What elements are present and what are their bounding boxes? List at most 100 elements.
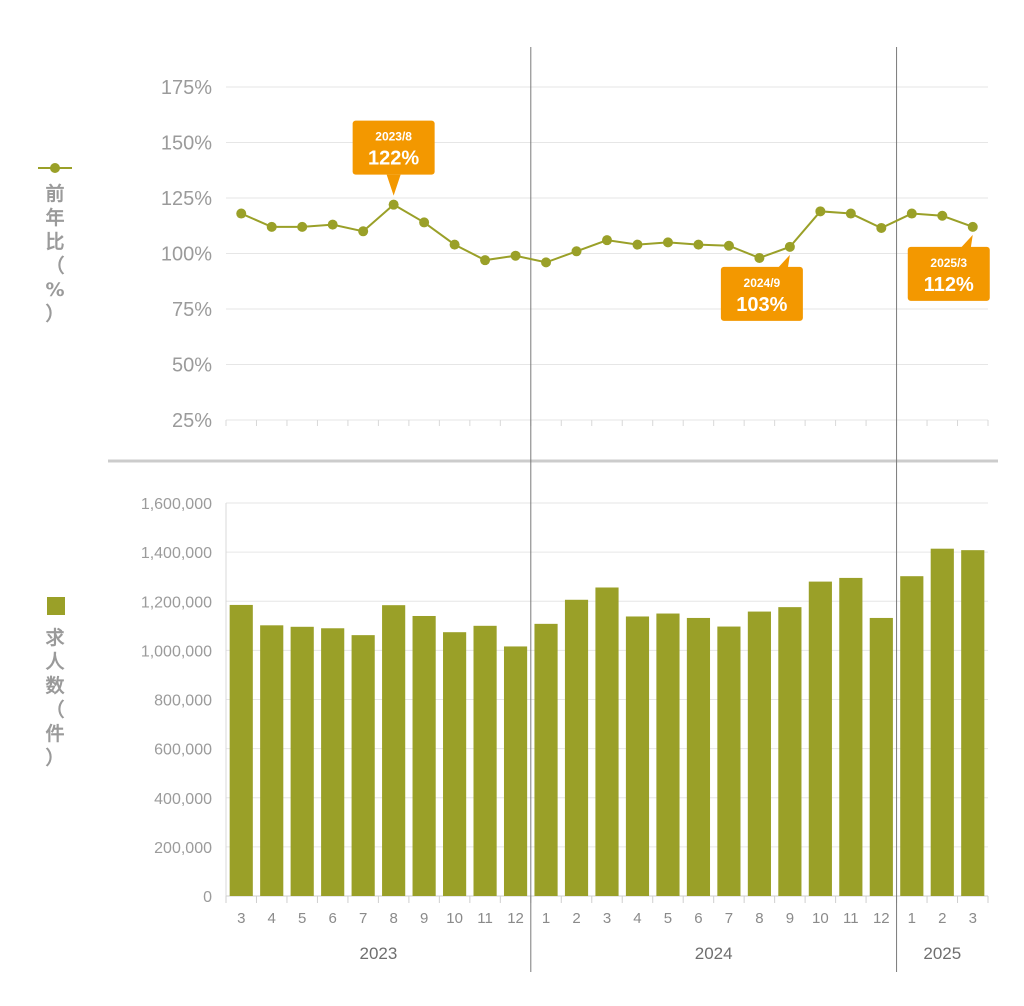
axis-title-char: 人: [45, 651, 65, 673]
month-tick-label: 1: [908, 910, 916, 927]
axis-title-char: ）: [45, 302, 64, 325]
callout-date: 2024/9: [744, 276, 781, 290]
axis-title-char: 数: [45, 674, 65, 697]
bar: [412, 615, 436, 896]
bar: [290, 626, 314, 896]
year-labels: 2023 2024 2025: [359, 944, 961, 963]
bar-legend: 求人数（件）: [45, 597, 65, 769]
month-tick-label: 10: [446, 910, 463, 927]
bar-chart-x-axis: 3 4 5 6 7 8 9 10 11 12 1 2 3 4 5 6 7 8 9 10 11 12 1 2 3: [225, 896, 989, 927]
callout-box: [720, 266, 803, 321]
line-point: [236, 208, 247, 219]
line-point: [358, 226, 369, 237]
bar: [382, 605, 406, 896]
month-tick-label: 9: [420, 910, 428, 927]
line-point: [602, 235, 612, 246]
line-point: [662, 237, 673, 248]
month-tick-label: 11: [477, 910, 493, 927]
line-point: [266, 221, 277, 232]
callout-box: [907, 246, 990, 301]
bar-y-tick-label: 1,600,000: [141, 496, 212, 513]
month-tick-label: 12: [507, 910, 524, 927]
line-y-tick-label: 150%: [161, 133, 212, 155]
line-point: [693, 239, 704, 250]
bar: [778, 607, 802, 896]
month-tick-label: 2: [938, 910, 946, 927]
line-point: [571, 246, 582, 257]
month-tick-label: 7: [725, 910, 733, 927]
callout-pointer: [386, 174, 401, 196]
bar: [443, 632, 467, 896]
bar: [321, 628, 345, 896]
bar: [473, 625, 497, 896]
line-point: [327, 219, 338, 230]
bar: [717, 626, 741, 896]
callout: 2024/9 103%: [720, 254, 803, 321]
month-tick-label: 7: [359, 910, 367, 927]
month-tick-label: 2: [572, 910, 580, 927]
month-tick-label: 3: [237, 910, 245, 927]
month-tick-label: 8: [755, 910, 763, 927]
line-y-tick-label: 25%: [172, 410, 212, 432]
callout-date: 2025/3: [930, 256, 967, 270]
bar: [961, 550, 985, 896]
callout-date: 2023/8: [375, 130, 412, 144]
bar: [869, 617, 893, 896]
month-tick-label: 5: [298, 910, 306, 927]
month-tick-label: 5: [664, 910, 672, 927]
bar-chart-y-axis: 0 200,000 400,000 600,000 800,000 1,000,000 1,…: [141, 496, 212, 906]
bar: [260, 625, 284, 896]
bar-series: [229, 548, 985, 896]
line-point: [419, 217, 430, 228]
bar: [229, 604, 253, 896]
axis-title-char: 件: [45, 722, 64, 745]
line-point: [510, 250, 521, 261]
bar: [656, 613, 680, 896]
bar: [351, 635, 375, 896]
callout-pointer: [777, 254, 790, 268]
axis-title-char: （: [45, 698, 64, 721]
bar: [930, 548, 954, 896]
bar: [564, 599, 589, 896]
bar: [808, 581, 832, 896]
callout-value: 122%: [368, 148, 419, 170]
year-label: 2023: [359, 944, 397, 963]
line-point: [541, 257, 552, 268]
month-tick-label: 9: [786, 910, 794, 927]
line-point: [632, 239, 643, 250]
month-tick-label: 10: [812, 910, 829, 927]
year-label: 2024: [695, 944, 733, 963]
line-y-tick-label: 175%: [161, 77, 212, 99]
bar-y-tick-label: 1,200,000: [141, 594, 212, 611]
bar: [686, 617, 711, 896]
callout-labels: 2023/8 122% 2024/9 103% 2025/3 112%: [352, 120, 990, 321]
line-series: [236, 199, 978, 268]
line-point: [845, 208, 856, 219]
line-chart-y-axis: 25% 50% 75% 100% 125% 150% 175%: [161, 77, 212, 432]
month-tick-label: 12: [873, 910, 890, 927]
line-point: [906, 208, 917, 219]
line-y-tick-label: 75%: [172, 299, 212, 321]
axis-title-char: ）: [45, 746, 64, 769]
axis-title-char: 比: [45, 231, 64, 253]
bar-y-tick-label: 400,000: [154, 791, 212, 808]
line-point: [754, 252, 765, 263]
month-tick-label: 3: [969, 910, 977, 927]
line-point: [723, 240, 734, 251]
bar-y-tick-label: 1,400,000: [141, 545, 212, 562]
bar-y-tick-label: 600,000: [154, 742, 212, 759]
year-label: 2025: [923, 944, 961, 963]
line-legend-marker: [50, 163, 60, 173]
month-tick-label: 3: [603, 910, 611, 927]
bar: [747, 611, 771, 896]
bar-y-tick-label: 0: [203, 889, 212, 906]
line-point: [937, 210, 948, 221]
line-point: [815, 206, 826, 217]
month-tick-label: 1: [542, 910, 550, 927]
bar: [503, 646, 528, 896]
bar: [595, 587, 619, 896]
bar-y-tick-label: 800,000: [154, 693, 212, 710]
bar: [534, 623, 558, 896]
callout-box: [352, 120, 435, 175]
